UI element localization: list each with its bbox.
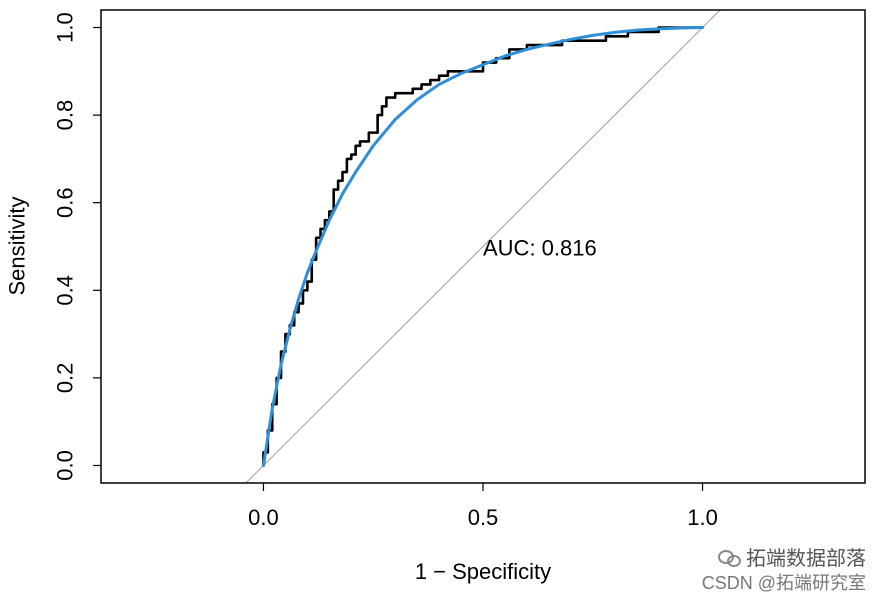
- y-axis-title: Sensitivity: [5, 196, 30, 295]
- series-layer: [245, 9, 721, 484]
- y-tick-label: 0.6: [53, 187, 78, 218]
- y-tick-label: 0.0: [53, 450, 78, 481]
- y-axis: 0.0 0.2 0.4 0.6 0.8 1.0: [53, 12, 101, 481]
- auc-annotation: AUC: 0.816: [483, 235, 597, 260]
- x-axis: 0.0 0.5 1.0: [248, 482, 718, 530]
- wechat-icon: [718, 549, 741, 567]
- y-tick-label: 0.8: [53, 100, 78, 131]
- x-tick-label: 1.0: [687, 505, 718, 530]
- watermark-source: CSDN @拓端研究室: [701, 573, 866, 593]
- series-reference-diagonal: [245, 9, 721, 484]
- x-tick-label: 0.5: [468, 505, 499, 530]
- watermark-brand: 拓端数据部落: [718, 542, 866, 571]
- y-tick-label: 1.0: [53, 12, 78, 43]
- series-smoothed-roc: [261, 26, 705, 467]
- x-axis-title: 1 − Specificity: [415, 559, 551, 584]
- watermark-brand-text: 拓端数据部落: [746, 548, 866, 570]
- y-tick-label: 0.4: [53, 275, 78, 306]
- x-tick-label: 0.0: [248, 505, 279, 530]
- y-tick-label: 0.2: [53, 363, 78, 394]
